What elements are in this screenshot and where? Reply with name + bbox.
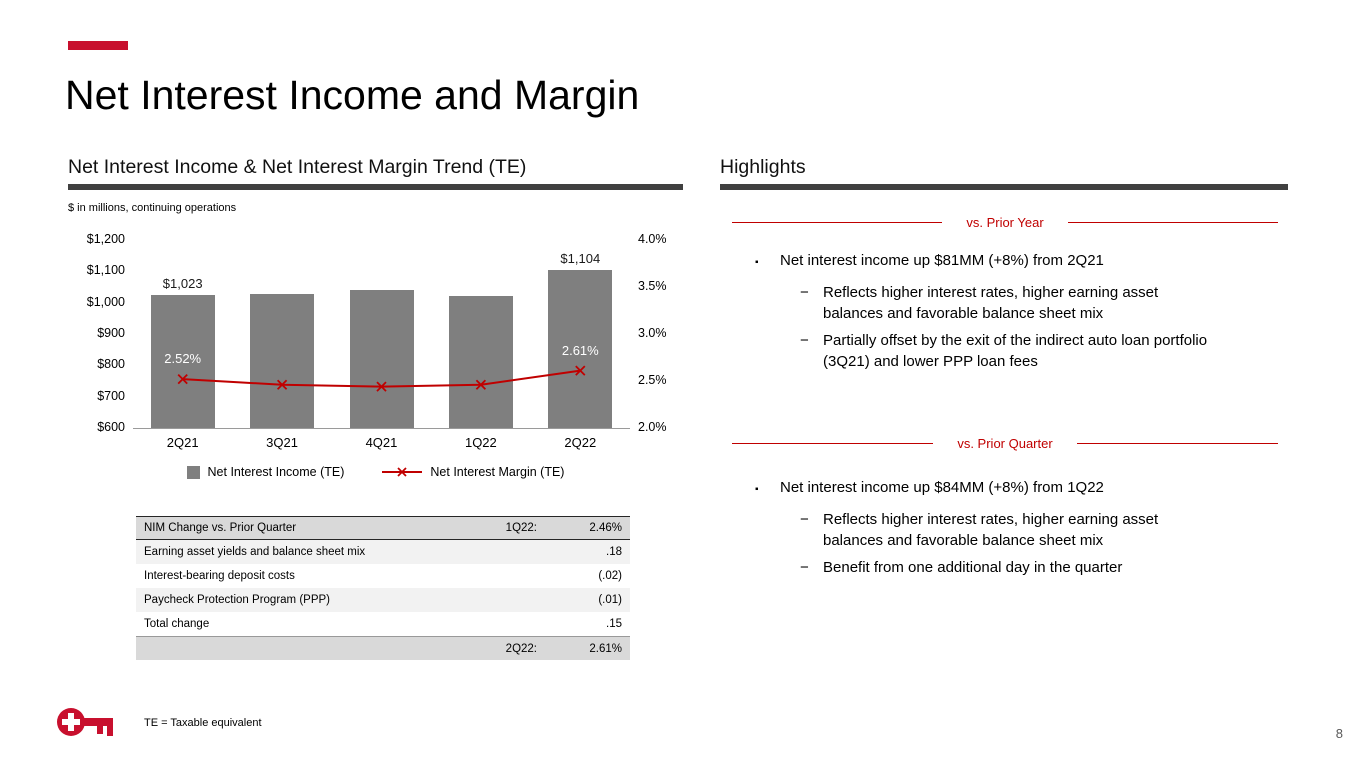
bullet-item: ▪ Net interest income up $81MM (+8%) from…: [720, 251, 1290, 273]
bar-2Q21: [150, 295, 215, 428]
bar-3Q21: [250, 293, 315, 428]
bar-value-label: $1,023: [162, 276, 203, 292]
legend-label: Net Interest Income (TE): [207, 465, 345, 479]
bar-value-label: $1,104: [560, 251, 601, 267]
nii-nim-combo-chart: $1,200 $1,100 $1,000 $900 $800 $700 $600 4.0% 3.…: [68, 228, 683, 462]
table-cell-period: 2Q22:: [505, 642, 537, 655]
chart-section-title: Net Interest Income & Net Interest Margi…: [68, 156, 527, 178]
page-title: Net Interest Income and Margin: [65, 72, 640, 118]
sub-bullet-text: Benefit from one additional day in the q…: [823, 559, 1123, 576]
highlights-body: vs. Prior Year ▪ Net interest income up $8…: [720, 205, 1290, 579]
dash-marker: −: [800, 559, 809, 576]
divider-label: vs. Prior Quarter: [957, 435, 1053, 451]
chart-section-rule: [68, 184, 683, 190]
table-cell-period: 1Q22:: [505, 522, 537, 534]
sub-bullet-text: Partially offset by the exit of the indi…: [823, 332, 1208, 370]
divider-line: [732, 221, 943, 223]
x-axis-label: 1Q22: [464, 435, 497, 450]
line-swatch-icon: [382, 467, 423, 477]
y-axis-left-tick: $800: [97, 357, 125, 372]
section-divider: vs. Prior Year: [720, 213, 1290, 231]
bullet-text: Net interest income up $81MM (+8%) from …: [780, 252, 1104, 269]
x-axis-label: 2Q22: [564, 435, 597, 450]
table-cell-value: 2.46%: [589, 522, 622, 534]
bullet-item: ▪ Net interest income up $84MM (+8%) from…: [720, 478, 1290, 500]
bullet-marker: ▪: [755, 257, 759, 268]
table-cell-value: (.02): [598, 570, 622, 582]
y-axis-left-tick: $600: [97, 420, 125, 434]
table-cell-label: NIM Change vs. Prior Quarter: [144, 522, 297, 534]
bar-4Q21: [349, 290, 414, 428]
table-cell-value: 2.61%: [589, 642, 622, 655]
chart-legend: Net Interest Income (TE) Net Interest Ma…: [68, 460, 683, 484]
divider-label: vs. Prior Year: [966, 214, 1044, 230]
highlights-title: Highlights: [720, 156, 806, 178]
bar-2Q22: [548, 270, 613, 428]
table-cell-value: .18: [606, 546, 622, 558]
y-axis-right-tick: 3.0%: [638, 326, 667, 340]
bar-1Q22: [448, 296, 513, 428]
sub-bullet-item: − Benefit from one additional day in the …: [720, 558, 1290, 579]
x-axis-label: 3Q21: [266, 435, 298, 450]
table-cell-value: .15: [606, 618, 622, 630]
table-cell-label: Interest-bearing deposit costs: [144, 570, 295, 582]
divider-line: [1067, 221, 1279, 223]
nim-change-table: NIM Change vs. Prior Quarter 1Q22: 2.46% Ea…: [136, 516, 630, 660]
dash-marker: −: [800, 332, 809, 349]
sub-bullet-text: Reflects higher interest rates, higher e…: [823, 284, 1159, 322]
y-axis-left-tick: $1,000: [86, 294, 125, 309]
chart-units-note: $ in millions, continuing operations: [68, 202, 237, 214]
table-cell-label: Paycheck Protection Program (PPP): [144, 594, 330, 606]
table-cell-value: (.01): [598, 594, 622, 606]
legend-label: Net Interest Margin (TE): [430, 465, 565, 479]
table-row: Interest-bearing deposit costs (.02): [136, 564, 630, 588]
y-axis-left-tick: $1,100: [86, 263, 125, 278]
divider-line: [732, 442, 934, 444]
section-divider: vs. Prior Quarter: [720, 434, 1290, 452]
y-axis-right-tick: 4.0%: [638, 232, 667, 246]
dash-marker: −: [800, 511, 809, 528]
bullet-marker: ▪: [755, 484, 759, 495]
bullet-text: Net interest income up $84MM (+8%) from …: [780, 479, 1104, 496]
divider-line: [1076, 442, 1279, 444]
sub-bullet-text: Reflects higher interest rates, higher e…: [823, 511, 1159, 549]
table-row: Total change .15: [136, 612, 630, 636]
table-row: 2Q22: 2.61%: [136, 636, 630, 660]
sub-bullet-item: − Partially offset by the exit of the ind…: [720, 331, 1290, 372]
y-axis-right-tick: 2.0%: [638, 420, 667, 434]
x-axis-line: [133, 428, 630, 429]
table-cell-label: Earning asset yields and balance sheet m…: [144, 546, 366, 558]
accent-bar: [68, 41, 128, 50]
legend-item-net-interest-income: Net Interest Income (TE): [186, 465, 345, 479]
table-row: Paycheck Protection Program (PPP) (.01): [136, 588, 630, 612]
keybank-logo-icon: [57, 708, 113, 736]
table-row: NIM Change vs. Prior Quarter 1Q22: 2.46%: [136, 516, 630, 540]
x-axis-label: 2Q21: [166, 435, 199, 450]
y-axis-left-tick: $700: [97, 388, 125, 403]
table-row: Earning asset yields and balance sheet m…: [136, 540, 630, 564]
x-axis-label: 4Q21: [365, 435, 398, 450]
sub-bullet-item: − Reflects higher interest rates, higher …: [720, 283, 1290, 324]
y-axis-right-tick: 2.5%: [638, 373, 667, 387]
legend-item-net-interest-margin: Net Interest Margin (TE): [382, 465, 564, 479]
table-cell-label: Total change: [144, 618, 210, 630]
y-axis-right-tick: 3.5%: [638, 279, 667, 293]
dash-marker: −: [800, 284, 809, 301]
sub-bullet-item: − Reflects higher interest rates, higher …: [720, 510, 1290, 551]
te-footnote: TE = Taxable equivalent: [144, 717, 262, 729]
y-axis-left-tick: $1,200: [86, 232, 125, 246]
page-number: 8: [1335, 726, 1343, 741]
nim-value-label: 2.61%: [561, 342, 599, 358]
y-axis-left-tick: $900: [97, 326, 125, 340]
highlights-rule: [720, 184, 1288, 190]
nim-value-label: 2.52%: [164, 351, 202, 367]
bar-swatch-icon: [186, 465, 200, 479]
